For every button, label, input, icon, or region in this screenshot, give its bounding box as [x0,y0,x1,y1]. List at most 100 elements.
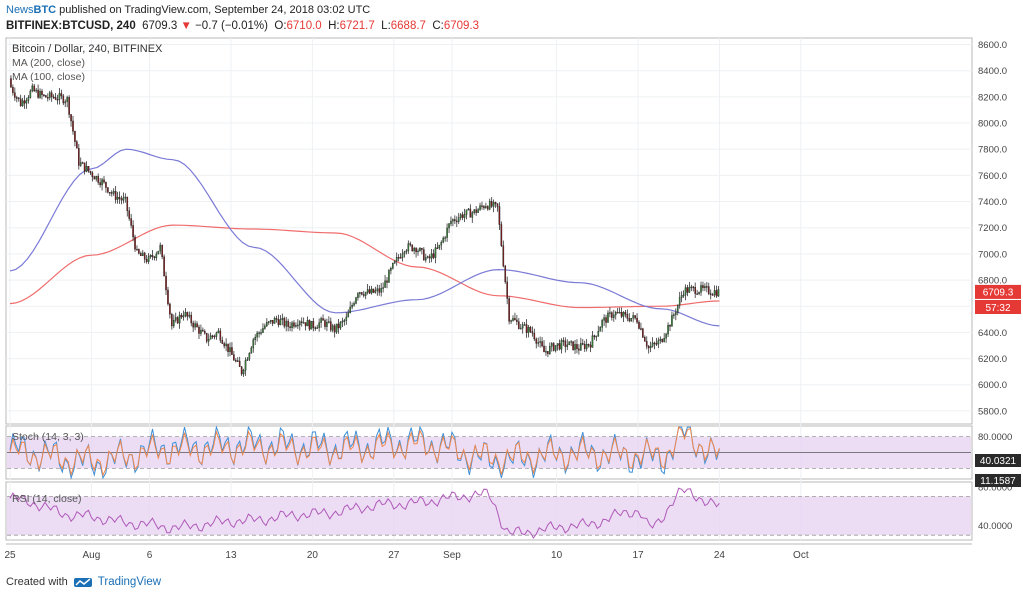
candle-up [395,257,398,262]
candle-down [516,319,518,322]
candle-down [436,247,439,249]
candle-down [14,92,16,98]
candle-up [124,196,127,199]
candle-down [109,192,111,194]
candle-down [461,214,464,218]
publish-line: NewsBTC published on TradingView.com, Se… [6,4,370,16]
candle-down [221,340,224,344]
time-tick-label: 20 [307,550,319,561]
indicator-tick-label: 80.0000 [978,482,1012,493]
indicator-lines [9,425,720,539]
candle-down [696,293,698,295]
candle-up [512,318,514,321]
candle-down [669,325,671,327]
candle-down [525,324,528,333]
candle-up [215,332,218,337]
candle-down [409,243,412,246]
time-tick-label: 27 [388,550,400,561]
candle-down [190,314,193,324]
candle-down [626,314,629,319]
author-prefix[interactable]: News [6,4,34,16]
candle-down [271,320,274,324]
author-suffix[interactable]: BTC [33,4,57,16]
candle-up [382,287,384,289]
candle-down [533,332,536,340]
candle-up [570,341,572,343]
rsi-pane[interactable] [5,481,973,541]
candle-up [597,331,600,337]
candle-up [649,345,652,349]
candle-down [134,236,136,250]
candle-down [634,315,636,319]
candle-down [432,253,435,258]
candle-down [74,131,76,142]
price-tick-label: 7800.0 [978,145,1007,156]
candle-down [504,265,507,283]
rsi-band [7,496,971,536]
candle-up [21,100,24,107]
candle-down [711,294,714,296]
candle-up [79,162,82,166]
candle-up [688,287,691,293]
candle-up [424,257,427,261]
stoch-pane[interactable] [5,425,973,480]
price-tick-label: 5800.0 [978,406,1007,417]
candle-down [186,312,189,317]
legend-rsi: RSI (14, close) [12,493,81,505]
candle-down [43,94,45,97]
candle-up [673,314,675,316]
chart-background [0,36,1023,572]
candle-up [291,322,293,328]
candle-up [560,340,563,350]
candle-up [403,251,406,255]
candle-up [612,314,615,318]
chart-area[interactable]: 5800.06000.06200.06400.06600.06800.07000… [0,36,1023,572]
created-with-label: Created with [6,576,68,588]
candle-up [659,338,662,342]
candle-down [72,120,74,132]
candle-up [355,297,357,304]
candle-up [651,342,654,347]
candle-down [153,256,156,259]
candle-up [302,322,305,324]
candle-down [192,322,194,328]
candle-up [64,101,67,104]
candle-down [581,343,584,345]
price-tick-label: 8600.0 [978,40,1007,51]
candle-down [97,176,99,183]
candle-down [624,312,627,315]
candle-down [202,329,204,332]
candle-up [347,312,350,318]
candle-down [647,345,650,349]
candles [10,75,720,377]
candle-up [442,237,445,243]
candle-up [295,325,297,327]
candle-up [66,97,68,102]
price-badge: 6709.3 [983,287,1014,298]
candle-up [58,93,61,100]
candle-up [366,289,369,293]
candle-down [709,293,712,295]
candle-up [405,250,408,253]
candle-down [233,354,235,361]
candle-down [308,320,311,330]
candle-down [70,114,72,122]
tradingview-brand[interactable]: TradingView [97,576,162,588]
candle-up [713,290,716,295]
price-tick-label: 8000.0 [978,119,1007,130]
candle-down [205,333,208,342]
candle-down [611,312,613,318]
candle-down [45,95,47,98]
candle-up [607,312,609,323]
candle-down [543,345,545,353]
candle-up [630,317,633,322]
candle-up [459,214,462,218]
candle-down [322,318,324,321]
candle-down [455,220,458,223]
moving-averages [9,148,720,327]
candle-down [163,256,165,277]
candle-down [240,366,243,375]
candle-up [328,321,330,323]
price-pane[interactable] [5,37,973,425]
candle-down [558,343,561,350]
